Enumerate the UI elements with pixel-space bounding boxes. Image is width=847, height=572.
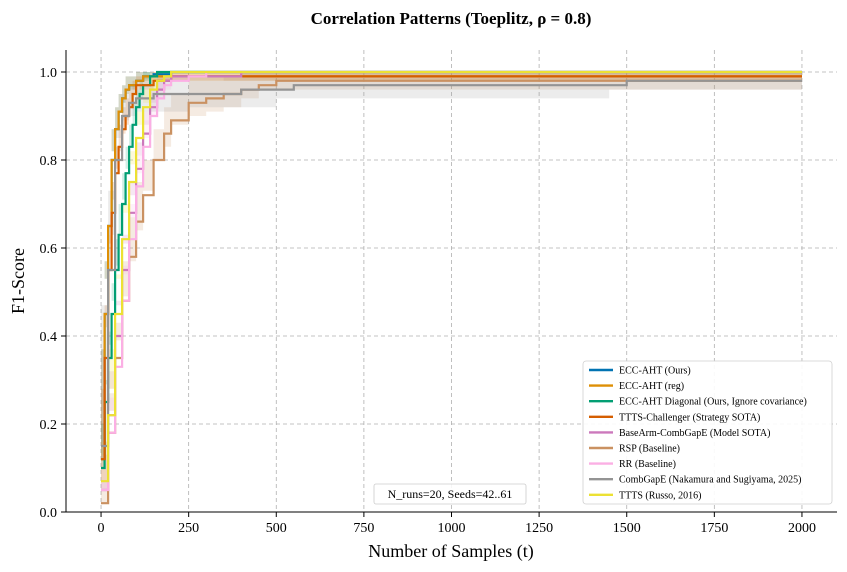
- y-tick-label: 0.2: [40, 418, 58, 433]
- runs-annotation: N_runs=20, Seeds=42..61: [373, 483, 527, 505]
- annotation-box: [373, 483, 527, 505]
- confidence-band: [101, 72, 802, 446]
- legend-box: [582, 360, 833, 505]
- y-ticks: 0.0 0.2 0.4 0.6 0.8 1.0: [40, 66, 66, 521]
- x-tick-label: 1750: [700, 521, 728, 536]
- legend-label: ECC-AHT (Ours): [619, 366, 691, 377]
- x-tick-label: 0: [98, 521, 105, 536]
- x-tick-label: 2000: [788, 521, 816, 536]
- x-tick-label: 500: [266, 521, 287, 536]
- confidence-band: [101, 72, 802, 504]
- x-tick-label: 1000: [438, 521, 466, 536]
- legend-label: TTTS-Challenger (Strategy SOTA): [619, 412, 760, 423]
- legend-label: ECC-AHT Diagonal (Ours, Ignore covarianc…: [619, 397, 807, 408]
- legend-label: BaseArm-CombGapE (Model SOTA): [619, 428, 770, 439]
- series-lines: [101, 70, 802, 505]
- x-tick-label: 1250: [525, 521, 553, 536]
- x-tick-label: 750: [353, 521, 374, 536]
- y-tick-label: 0.8: [40, 154, 58, 169]
- legend-label: RR (Baseline): [619, 459, 676, 470]
- y-tick-label: 0.4: [40, 330, 58, 345]
- x-axis-label: Number of Samples (t): [368, 541, 533, 562]
- y-tick-label: 0.0: [40, 506, 58, 521]
- chart-title: Correlation Patterns (Toeplitz, ρ = 0.8): [311, 9, 592, 28]
- legend-label: TTTS (Russo, 2016): [619, 490, 702, 501]
- y-tick-label: 0.6: [40, 242, 58, 257]
- x-tick-label: 1500: [613, 521, 641, 536]
- x-ticks: 0 250 500 750 1000 1250 1500 1750 2000: [98, 512, 816, 536]
- legend-label: CombGapE (Nakamura and Sugiyama, 2025): [619, 475, 801, 486]
- legend-label: ECC-AHT (reg): [619, 381, 684, 392]
- series-line: [101, 75, 802, 461]
- series-line: [101, 79, 802, 448]
- y-axis-label: F1-Score: [8, 248, 28, 314]
- annotation-text: N_runs=20, Seeds=42..61: [388, 487, 513, 501]
- legend-label: RSP (Baseline): [619, 444, 680, 455]
- y-tick-label: 1.0: [40, 66, 58, 81]
- x-tick-label: 250: [178, 521, 199, 536]
- confidence-bands: [101, 72, 802, 504]
- series-line: [101, 70, 802, 492]
- series-line: [101, 70, 802, 483]
- legend: ECC-AHT (Ours) ECC-AHT (reg) ECC-AHT Diago…: [582, 360, 833, 505]
